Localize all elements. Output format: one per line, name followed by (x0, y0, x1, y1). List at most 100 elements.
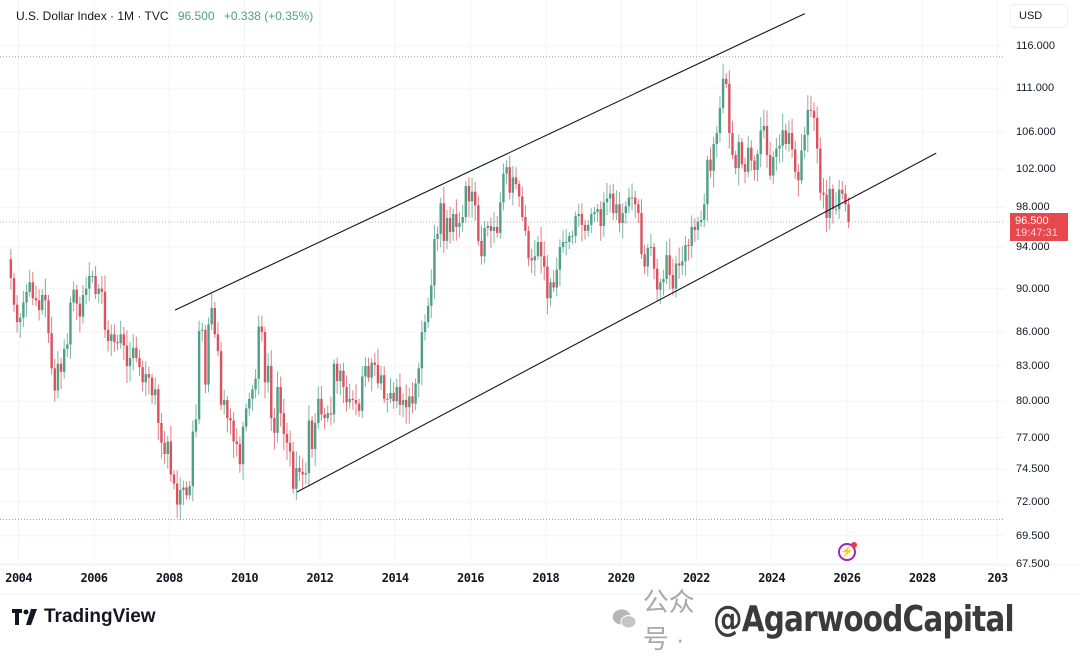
candle-body (665, 255, 668, 280)
candle-body (602, 202, 606, 226)
time-tick-label: 2010 (231, 571, 259, 585)
price-tick-label: 67.500 (1016, 557, 1050, 570)
candle-body (684, 245, 687, 262)
candle-body (753, 160, 756, 170)
candle-body (19, 317, 22, 323)
brand-name: TradingView (44, 606, 156, 627)
candle-body (608, 193, 612, 199)
candle-body (411, 396, 414, 404)
candle (241, 421, 245, 480)
candle-body (690, 226, 693, 247)
candle-body (552, 282, 555, 288)
candle-body (709, 159, 712, 171)
candle (699, 211, 703, 227)
time-tick-label: 2026 (833, 571, 861, 585)
candle-body (844, 193, 847, 205)
candle-body (461, 217, 464, 223)
candle (332, 359, 336, 424)
candle-body (765, 125, 769, 156)
candle (778, 134, 781, 163)
candle (414, 378, 417, 411)
watermark: 公众号 · @AgarwoodCapital (612, 582, 1080, 656)
candle-body (135, 347, 138, 358)
candle (505, 160, 508, 185)
candle (248, 392, 251, 417)
tradingview-logo[interactable]: TradingView (12, 606, 156, 628)
candle (787, 120, 791, 152)
candle-body (668, 255, 671, 275)
candle-body (276, 386, 279, 433)
candle-body (436, 233, 439, 239)
price-tick-label: 98.000 (1016, 201, 1050, 214)
price-tick-label: 111.000 (1016, 82, 1055, 95)
candle-body (395, 386, 398, 402)
lightning-icon[interactable]: ⚡ (838, 542, 857, 561)
candle (320, 386, 323, 421)
candle-body (254, 378, 257, 390)
candle-body (354, 400, 358, 404)
candle-body (564, 241, 568, 243)
candle (671, 258, 675, 296)
candle-body (191, 431, 195, 487)
candle-body (44, 295, 47, 301)
candle-body (546, 266, 549, 299)
candle-body (618, 204, 621, 223)
candle (15, 294, 19, 333)
candle (310, 416, 314, 458)
candle (765, 110, 769, 168)
candle-body (25, 291, 28, 303)
candle-body (558, 247, 562, 270)
candle (404, 384, 408, 424)
candle-body (386, 398, 389, 400)
price-tick-label: 90.000 (1016, 282, 1050, 295)
candle (367, 357, 370, 382)
candle-body (495, 226, 499, 233)
candle-body (508, 167, 511, 193)
candle-body (571, 235, 574, 237)
candle-body (103, 291, 107, 330)
candle-body (693, 226, 697, 230)
candle-body (655, 268, 659, 290)
candle (433, 224, 436, 299)
candle (637, 199, 640, 224)
candle-body (803, 134, 806, 151)
candle-body (144, 374, 147, 383)
candle-body (740, 142, 744, 165)
candle (445, 209, 449, 250)
candle-body (72, 289, 75, 303)
candle (411, 381, 414, 413)
candle-body (110, 334, 113, 342)
candle-body (759, 130, 762, 155)
candle (800, 133, 803, 185)
candle-body (583, 224, 587, 231)
candle (461, 205, 464, 232)
candle (725, 73, 728, 88)
candle-body (172, 474, 176, 484)
price-tick-label: 106.000 (1016, 126, 1056, 139)
candle (784, 123, 788, 151)
candle (467, 177, 471, 218)
candle (668, 238, 671, 290)
candle-body (113, 334, 116, 343)
candle (106, 320, 110, 352)
candle (822, 178, 825, 209)
candle-body (257, 326, 260, 379)
candle (511, 165, 515, 206)
candle (458, 212, 461, 238)
time-tick-label: 2006 (80, 571, 108, 585)
candle-body (555, 269, 558, 288)
candle (709, 147, 712, 179)
trend-line[interactable] (296, 152, 937, 493)
candle (847, 197, 850, 229)
candle-body (153, 389, 157, 396)
notification-dot (851, 542, 857, 548)
candle-body (458, 222, 461, 227)
candle (728, 70, 731, 149)
candle-body (348, 398, 351, 403)
candle-body (420, 332, 424, 369)
candle-body (41, 295, 44, 311)
trend-line[interactable] (174, 13, 806, 311)
price-tick-label: 74.500 (1016, 463, 1050, 476)
currency-selector[interactable]: USD (1010, 4, 1068, 28)
